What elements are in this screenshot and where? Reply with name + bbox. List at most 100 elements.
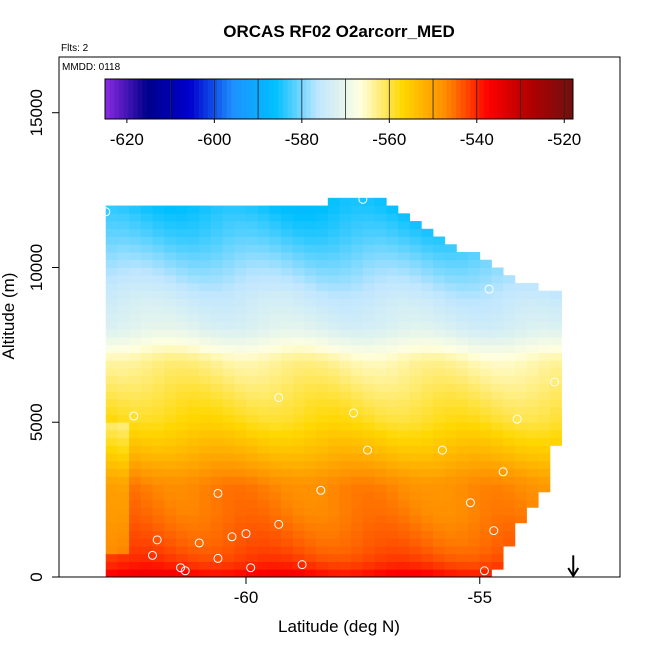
sample-point-14	[274, 519, 284, 529]
heatmap-cell-872	[316, 507, 329, 516]
heatmap-cell-1423	[444, 290, 457, 299]
heatmap-cell-940	[327, 352, 340, 361]
heatmap-cell-1537	[479, 391, 492, 400]
heatmap-cell-240	[164, 569, 177, 578]
heatmap-cell-1571	[491, 437, 504, 446]
heatmap-cell-558	[234, 337, 247, 346]
heatmap-cell-1105	[362, 213, 375, 222]
heatmap-cell-661	[257, 282, 270, 292]
heatmap-cell-428	[199, 228, 212, 237]
sample-point-15	[489, 526, 499, 536]
heatmap-cell-1387	[444, 569, 457, 578]
heatmap-cell-867	[316, 546, 329, 555]
heatmap-cell-1695	[538, 437, 551, 446]
heatmap-cell-1588	[491, 306, 504, 315]
heatmap-cell-1698	[538, 414, 551, 423]
heatmap-cell-1502	[468, 337, 481, 346]
heatmap-cell-114	[129, 429, 142, 439]
heatmap-cell-1166	[386, 499, 399, 508]
heatmap-cell-964	[339, 546, 352, 555]
heatmap-cell-377	[187, 252, 200, 261]
heatmap-cell-666	[257, 244, 270, 253]
heatmap-cell-82	[117, 306, 130, 315]
heatmap-cell-1244	[397, 267, 411, 276]
heatmap-cell-1345	[433, 553, 446, 562]
heatmap-cell-496	[222, 445, 235, 454]
heatmap-cell-1329	[421, 329, 434, 338]
heatmap-cell-1201	[386, 228, 399, 237]
heatmap-cell-1185	[386, 352, 399, 361]
heatmap-cell-716	[269, 228, 282, 237]
heatmap-cell-569	[234, 252, 247, 261]
heatmap-cell-1219	[397, 460, 411, 470]
heatmap-cell-1115	[374, 515, 387, 524]
heatmap-cell-616	[246, 259, 259, 268]
heatmap-cell-159	[140, 453, 153, 462]
heatmap-cell-1135	[374, 360, 387, 369]
heatmap-cell-232	[152, 259, 165, 268]
heatmap-cell-325	[175, 282, 188, 292]
heatmap-cell-457	[210, 375, 224, 384]
heatmap-cell-578	[246, 553, 259, 562]
colorbar-swatch-60	[385, 79, 391, 119]
colorbar-swatch-39	[287, 79, 293, 119]
heatmap-cell-141	[129, 221, 142, 230]
heatmap-cell-765	[281, 221, 294, 230]
heatmap-cell-289	[175, 561, 188, 570]
heatmap-cell-59	[117, 484, 130, 493]
heatmap-cell-168	[140, 383, 153, 392]
heatmap-cell-144	[140, 569, 153, 578]
heatmap-cell-1539	[479, 375, 492, 384]
heatmap-cell-724	[281, 538, 294, 547]
heatmap-cell-847	[304, 329, 317, 338]
heatmap-cell-1296	[409, 228, 422, 237]
heatmap-cell-6	[105, 522, 118, 531]
heatmap-cell-1014	[351, 538, 364, 547]
heatmap-cell-934	[327, 399, 340, 408]
heatmap-cell-579	[246, 546, 259, 555]
heatmap-cell-1558	[491, 538, 504, 547]
heatmap-cell-1410	[444, 391, 457, 400]
heatmap-cell-789	[292, 406, 305, 415]
heatmap-cell-164	[140, 414, 153, 423]
heatmap-cell-813	[292, 221, 305, 230]
heatmap-cell-71	[117, 391, 130, 400]
heatmap-cell-1342	[421, 228, 434, 237]
heatmap-cell-834	[304, 429, 317, 439]
heatmap-cell-1101	[362, 244, 375, 253]
heatmap-cell-383	[187, 205, 200, 214]
heatmap-cell-600	[246, 383, 259, 392]
heatmap-cell-700	[269, 352, 282, 361]
heatmap-cell-279	[164, 267, 177, 276]
heatmap-cell-269	[164, 344, 177, 353]
heatmap-cell-56	[117, 507, 130, 516]
heatmap-cell-1651	[514, 344, 527, 353]
heatmap-cell-725	[281, 530, 294, 539]
heatmap-cell-337	[187, 561, 200, 570]
heatmap-cell-35	[105, 298, 118, 307]
heatmap-cell-656	[257, 321, 270, 330]
heatmap-cell-1273	[409, 406, 422, 415]
heatmap-cell-883	[316, 422, 329, 431]
heatmap-cell-784	[292, 445, 305, 454]
heatmap-cell-469	[210, 282, 224, 292]
heatmap-cell-390	[199, 522, 212, 531]
heatmap-cell-122	[129, 368, 142, 377]
heatmap-cell-1393	[444, 522, 457, 531]
heatmap-cell-797	[292, 344, 305, 353]
heatmap-cell-306	[175, 429, 188, 439]
heatmap-cell-1519	[479, 530, 492, 539]
heatmap-cell-543	[234, 453, 247, 462]
heatmap-cell-249	[164, 499, 177, 508]
heatmap-cell-1221	[397, 445, 411, 454]
heatmap-cell-253	[164, 468, 177, 477]
heatmap-cell-234	[152, 244, 165, 253]
heatmap-cell-1382	[433, 267, 446, 276]
x-tick-label-1: -55	[467, 588, 492, 607]
heatmap-cell-132	[129, 290, 142, 299]
heatmap-cell-566	[234, 275, 247, 284]
heatmap-cell-1709	[538, 329, 551, 338]
heatmap-cell-620	[246, 228, 259, 237]
heatmap-cell-146	[140, 553, 153, 562]
heatmap-cell-1193	[386, 290, 399, 299]
